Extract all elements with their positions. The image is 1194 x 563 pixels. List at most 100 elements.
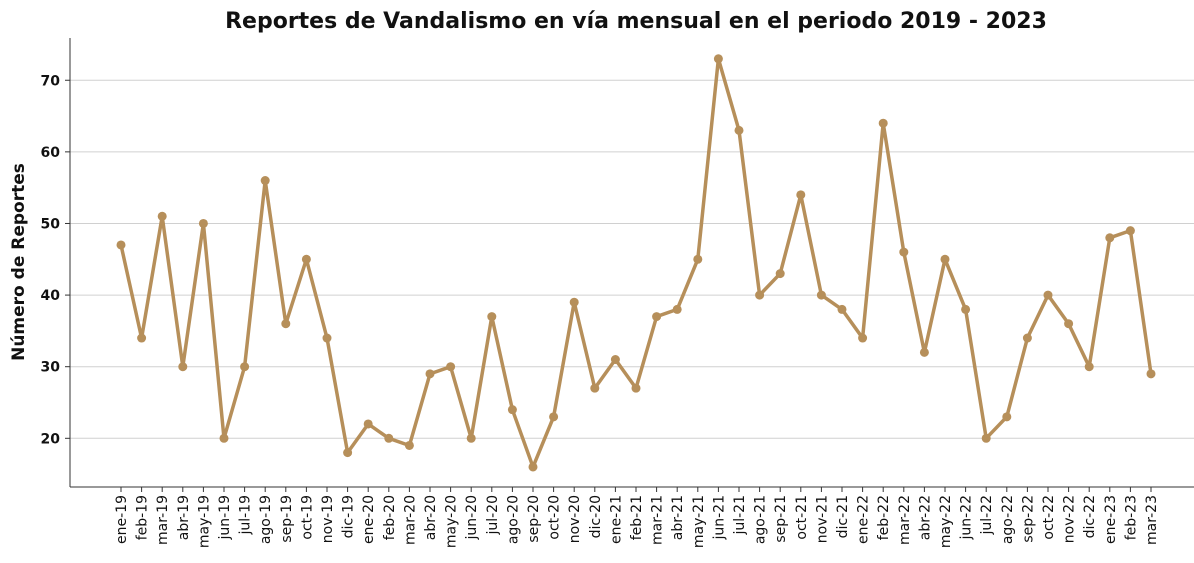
- x-tick-label: mar-23: [1144, 495, 1160, 545]
- point: [919, 347, 929, 357]
- point: [1084, 362, 1094, 372]
- point: [404, 440, 414, 450]
- x-tick-label: ene-22: [856, 495, 872, 544]
- x-tick-label: abr-19: [176, 495, 192, 540]
- x-tick-label: abr-21: [670, 495, 686, 540]
- x-tick-label: abr-22: [917, 495, 933, 540]
- point: [858, 333, 868, 343]
- point: [549, 412, 559, 422]
- point: [219, 433, 229, 443]
- point: [446, 362, 456, 372]
- x-tick-label: mar-20: [402, 495, 418, 545]
- x-tick-label: jul-21: [732, 495, 748, 536]
- x-tick-label: ene-20: [361, 495, 377, 544]
- x-tick-label: may-20: [444, 495, 460, 548]
- point: [590, 383, 600, 393]
- point: [652, 312, 662, 322]
- point: [137, 333, 147, 343]
- point: [981, 433, 991, 443]
- point: [1146, 369, 1156, 379]
- x-tick-label: jun-20: [464, 495, 480, 541]
- point: [178, 362, 188, 372]
- x-tick-label: sep-19: [279, 495, 295, 543]
- x-tick-label: jul-20: [485, 495, 501, 536]
- point: [343, 448, 353, 458]
- point: [528, 462, 538, 472]
- y-tick-label: 60: [41, 145, 61, 161]
- x-tick-label: jun-22: [959, 495, 975, 541]
- point: [899, 247, 909, 257]
- x-tick-label: ene-21: [608, 495, 624, 544]
- y-tick-label: 40: [41, 288, 61, 304]
- x-tick-label: mar-19: [155, 495, 171, 545]
- x-tick-label: dic-20: [588, 495, 604, 538]
- point: [425, 369, 435, 379]
- point: [961, 304, 971, 314]
- x-tick-label: sep-21: [773, 495, 789, 543]
- y-tick-label: 30: [41, 360, 61, 376]
- x-tick-label: abr-20: [423, 495, 439, 540]
- x-tick-label: mar-21: [650, 495, 666, 545]
- point: [816, 290, 826, 300]
- x-tick-label: mar-22: [897, 495, 913, 545]
- point: [466, 433, 476, 443]
- point: [631, 383, 641, 393]
- x-tick-label: sep-20: [526, 495, 542, 543]
- point: [796, 190, 806, 200]
- point: [487, 312, 497, 322]
- point: [1043, 290, 1053, 300]
- point: [693, 254, 703, 264]
- x-tick-label: jun-21: [711, 495, 727, 541]
- point: [940, 254, 950, 264]
- point: [157, 211, 167, 221]
- x-tick-label: feb-23: [1123, 495, 1139, 540]
- x-tick-label: dic-19: [341, 495, 357, 538]
- x-tick-label: nov-19: [320, 495, 336, 543]
- x-tick-label: oct-22: [1041, 495, 1057, 540]
- x-tick-label: jul-22: [979, 495, 995, 536]
- x-tick-label: may-19: [196, 495, 212, 548]
- point: [1105, 233, 1115, 243]
- y-tick-label: 20: [41, 431, 61, 447]
- y-tick-label: 70: [41, 73, 61, 89]
- point: [672, 304, 682, 314]
- x-tick-label: dic-22: [1082, 495, 1098, 538]
- point: [384, 433, 394, 443]
- point: [363, 419, 373, 429]
- x-tick-label: jun-19: [217, 495, 233, 541]
- x-tick-label: dic-21: [835, 495, 851, 538]
- x-tick-label: may-22: [938, 495, 954, 548]
- point: [569, 297, 579, 307]
- point: [610, 355, 620, 365]
- point: [878, 118, 888, 128]
- point: [301, 254, 311, 264]
- point: [837, 304, 847, 314]
- point: [1125, 226, 1135, 236]
- point: [713, 54, 723, 64]
- point: [755, 290, 765, 300]
- x-tick-label: feb-19: [135, 495, 151, 540]
- point: [198, 218, 208, 228]
- x-tick-label: feb-20: [382, 495, 398, 540]
- x-tick-label: jul-19: [238, 495, 254, 536]
- y-axis-label: Número de Reportes: [9, 163, 29, 361]
- point: [116, 240, 126, 250]
- chart-title: Reportes de Vandalismo en vía mensual en…: [225, 9, 1047, 34]
- point: [322, 333, 332, 343]
- point: [775, 269, 785, 279]
- point: [1064, 319, 1074, 329]
- x-tick-label: oct-19: [299, 495, 315, 540]
- point: [1002, 412, 1012, 422]
- point: [281, 319, 291, 329]
- point: [260, 176, 270, 186]
- y-tick-label: 50: [41, 216, 61, 232]
- x-tick-label: nov-22: [1062, 495, 1078, 543]
- line: [119, 57, 1153, 469]
- x-tick-label: ago-20: [505, 495, 521, 544]
- point: [507, 405, 517, 415]
- x-tick-label: ago-22: [1000, 495, 1016, 544]
- x-tick-label: oct-20: [547, 495, 563, 540]
- x-tick-label: nov-21: [814, 495, 830, 543]
- point: [1022, 333, 1032, 343]
- x-tick-label: ago-19: [258, 495, 274, 544]
